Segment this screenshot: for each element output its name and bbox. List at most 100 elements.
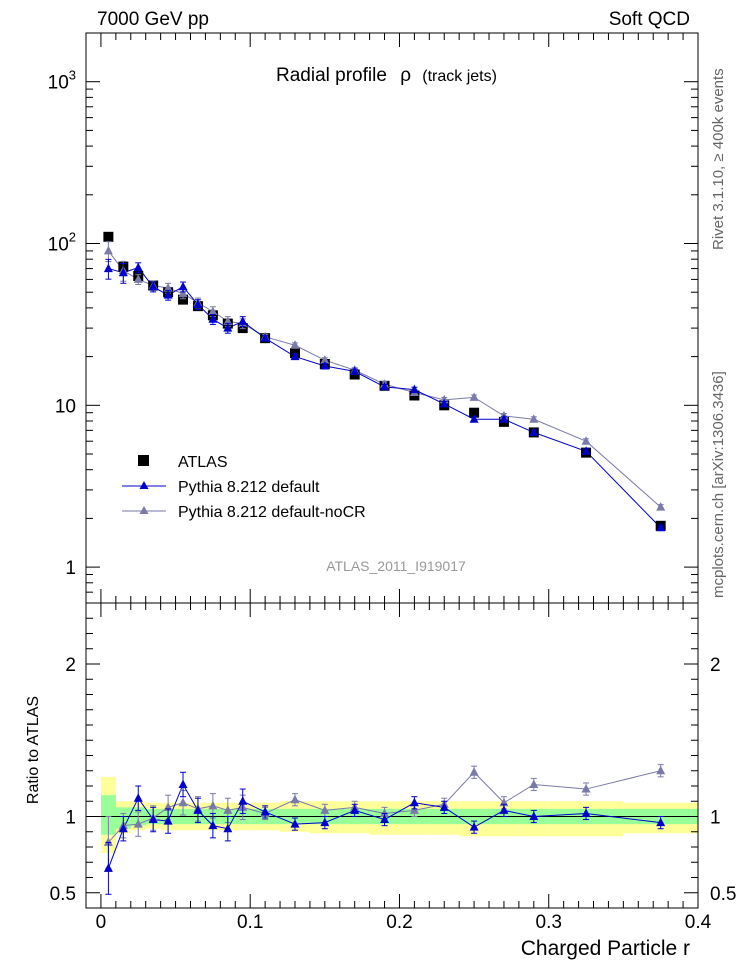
data-point-default bbox=[103, 263, 113, 273]
ratio-band-green bbox=[100, 795, 116, 835]
ratio-point-nocr bbox=[103, 837, 113, 846]
main-y-tick-label: 102 bbox=[48, 230, 76, 256]
ratio-point-default bbox=[133, 793, 143, 802]
ratio-point-default bbox=[581, 808, 591, 817]
data-point-default bbox=[118, 267, 128, 277]
legend-label-default: Pythia 8.212 default bbox=[178, 479, 320, 496]
ratio-x-axis: 0 0.1 0.2 0.3 0.4 bbox=[96, 603, 712, 933]
ratio-point-default bbox=[118, 823, 128, 833]
ratio-point-default bbox=[260, 806, 270, 816]
data-point-atlas bbox=[103, 231, 114, 242]
data-point-default bbox=[499, 414, 509, 423]
main-y-tick-label-exp: 3 bbox=[69, 68, 76, 83]
data-point-default bbox=[409, 384, 419, 394]
main-y-tick-label: 1 bbox=[65, 558, 76, 579]
data-point-nocr bbox=[320, 355, 330, 364]
data-point-nocr bbox=[163, 283, 173, 292]
data-point-nocr bbox=[656, 502, 666, 511]
ratio-point-nocr bbox=[380, 808, 390, 817]
ratio-point-nocr bbox=[133, 819, 143, 828]
ratio-point-default bbox=[148, 814, 158, 824]
main-y-tick-label-exp: 2 bbox=[69, 230, 76, 245]
series-default-line bbox=[108, 266, 662, 529]
data-point-default bbox=[529, 427, 539, 436]
legend-marker-atlas bbox=[138, 455, 149, 466]
header-right: Soft QCD bbox=[609, 9, 690, 30]
main-y-tick-label-base: 10 bbox=[48, 235, 69, 256]
chart-title: Radial profile ρ (track jets) bbox=[276, 65, 497, 86]
legend-marker-nocr bbox=[139, 506, 149, 514]
series-nocr-line bbox=[107, 250, 662, 508]
data-point-default bbox=[439, 398, 449, 408]
ratio-point-default bbox=[320, 817, 330, 827]
data-point-default bbox=[208, 314, 218, 323]
data-point-default bbox=[581, 446, 591, 455]
main-y-tick-label: 103 bbox=[48, 68, 76, 94]
chart-title-suffix: (track jets) bbox=[422, 68, 497, 85]
ratio-x-tick-label: 0.4 bbox=[685, 912, 712, 933]
ratio-point-default bbox=[223, 823, 233, 833]
ratio-point-default bbox=[178, 779, 188, 788]
ratio-point-default bbox=[499, 805, 509, 814]
ratio-y-label: Ratio to ATLAS bbox=[25, 696, 42, 804]
ratio-point-default bbox=[350, 805, 360, 814]
ratio-point-nocr bbox=[581, 784, 591, 793]
data-point-default bbox=[178, 281, 188, 291]
ratio-line-nocr bbox=[108, 770, 661, 843]
ratio-y-tick-label-right: 2 bbox=[710, 655, 721, 676]
ratio-point-default bbox=[193, 805, 203, 814]
main-y-tick-label: 10 bbox=[55, 396, 76, 417]
ratio-point-default bbox=[208, 820, 218, 830]
legend-label-nocr: Pythia 8.212 default-noCR bbox=[178, 504, 366, 521]
ratio-point-nocr bbox=[409, 805, 419, 814]
data-point-default bbox=[656, 522, 666, 532]
chart-title-symbol: ρ bbox=[400, 65, 411, 86]
main-y-tick-label-base: 10 bbox=[48, 73, 69, 94]
legend: ATLAS Pythia 8.212 default Pythia 8.212 … bbox=[122, 454, 366, 521]
data-point-default bbox=[290, 351, 300, 361]
ratio-point-nocr bbox=[529, 779, 539, 788]
data-point-default bbox=[223, 323, 233, 332]
ratio-point-default bbox=[380, 814, 390, 824]
ratio-point-nocr bbox=[656, 765, 666, 775]
ratio-y-tick-label-left: 0.5 bbox=[50, 884, 76, 905]
ratio-point-default bbox=[409, 797, 419, 807]
data-point-nocr bbox=[208, 306, 218, 315]
ratio-panel: 0.5 0.51 12 2 0 0.1 0.2 0.3 0.4 Ratio to ATLAS … bbox=[25, 602, 736, 960]
data-point-nocr bbox=[178, 288, 188, 298]
data-point-default bbox=[260, 333, 270, 342]
ratio-y-tick-label-left: 2 bbox=[65, 655, 76, 676]
data-point-nocr bbox=[103, 245, 113, 255]
data-point-default bbox=[148, 281, 158, 291]
data-point-default bbox=[238, 316, 248, 325]
ratio-line-default bbox=[107, 783, 661, 869]
ratio-point-default bbox=[656, 817, 666, 827]
ratio-point-nocr bbox=[178, 797, 188, 807]
data-point-nocr bbox=[290, 340, 300, 349]
ratio-point-default bbox=[469, 822, 479, 831]
data-point-nocr bbox=[133, 274, 143, 283]
ratio-point-default bbox=[290, 819, 300, 828]
ratio-point-nocr bbox=[290, 794, 300, 804]
ratio-x-tick-label: 0 bbox=[96, 912, 107, 933]
ratio-y-axis: 0.5 0.5 1 1 2 2 bbox=[50, 602, 736, 905]
data-point-default bbox=[163, 290, 173, 299]
data-point-nocr bbox=[469, 392, 479, 401]
ratio-y-tick-label-right: 0.5 bbox=[710, 884, 736, 905]
data-point-default bbox=[193, 299, 203, 308]
ratio-point-default bbox=[529, 811, 539, 820]
ratio-point-default bbox=[163, 816, 173, 825]
legend-label-atlas: ATLAS bbox=[178, 454, 228, 471]
ratio-panel-frame bbox=[85, 602, 699, 909]
data-point-default bbox=[380, 381, 390, 391]
ratio-point-nocr bbox=[469, 767, 479, 776]
data-point-default bbox=[133, 262, 143, 272]
ratio-point-default bbox=[238, 796, 248, 805]
data-point-default bbox=[320, 360, 330, 370]
ratio-point-nocr bbox=[208, 800, 218, 810]
side-label-bottom: mcplots.cern.ch [arXiv:1306.3436] bbox=[710, 371, 727, 598]
ratio-x-tick-label: 0.2 bbox=[386, 912, 412, 933]
